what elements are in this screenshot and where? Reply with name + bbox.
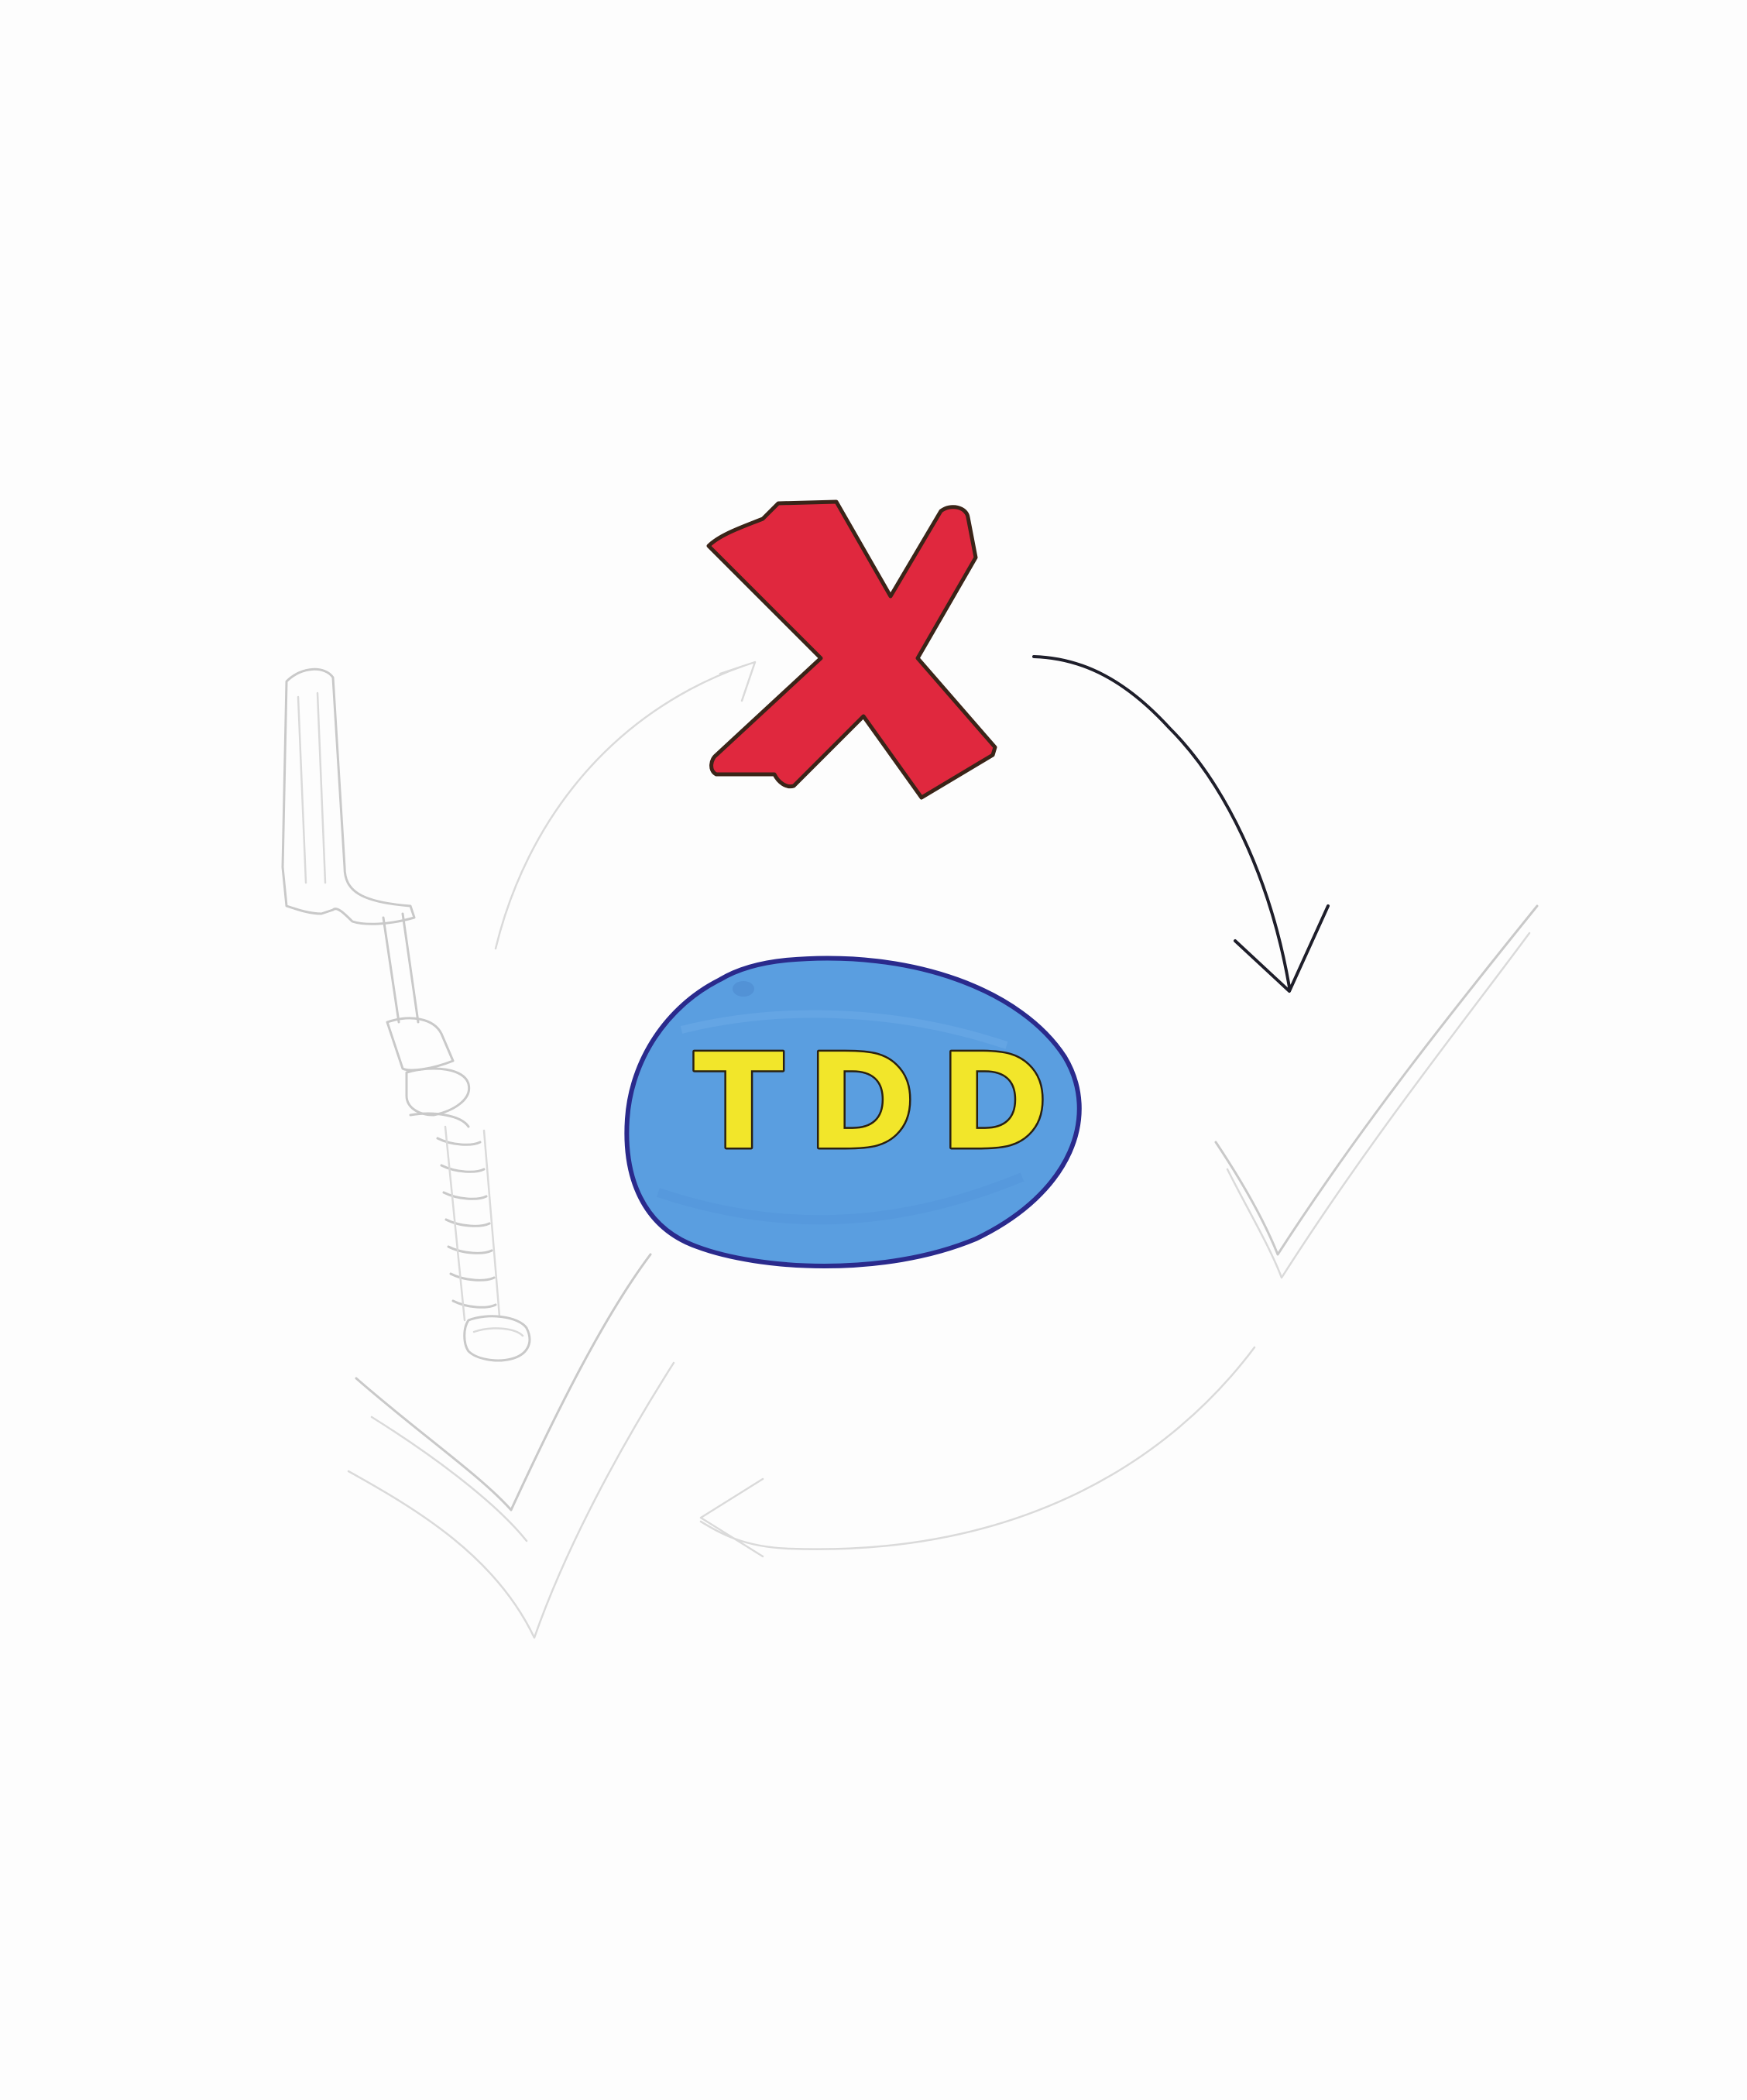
ink-arrow [1032, 655, 1330, 993]
pencil-arc-arrow-left [494, 661, 757, 950]
pencil-arc-arrow-bottom [699, 1346, 1256, 1558]
checkmark-icon-left [347, 1253, 675, 1639]
screwdriver-icon [281, 667, 531, 1362]
checkmark-icon [1214, 904, 1539, 1279]
tdd-label-text: TDD [694, 1026, 1072, 1179]
tdd-oval [624, 956, 1082, 1268]
red-x-icon [706, 499, 997, 800]
tdd-label: TDD [692, 1024, 1072, 1182]
